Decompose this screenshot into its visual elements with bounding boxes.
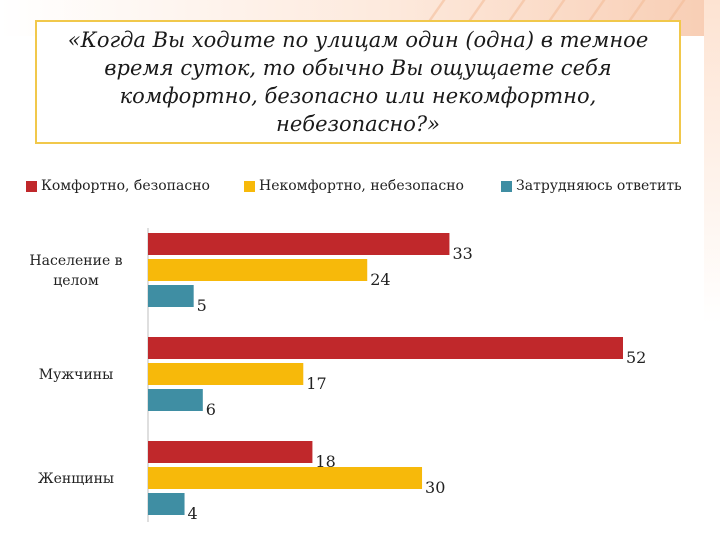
category-label: Женщины <box>38 471 114 487</box>
bar-0-2 <box>148 441 313 463</box>
bar-2-0 <box>148 285 194 307</box>
bar-1-0 <box>148 259 368 281</box>
data-label: 30 <box>425 478 445 497</box>
legend-swatch <box>501 180 512 192</box>
bar-1-2 <box>148 467 423 489</box>
data-label: 24 <box>370 270 390 289</box>
chart-legend: Комфортно, безопасно Некомфортно, небезо… <box>26 178 716 198</box>
bar-2-2 <box>148 493 185 515</box>
legend-label: Комфортно, безопасно <box>41 178 210 194</box>
data-label: 6 <box>206 400 216 419</box>
legend-swatch <box>26 180 37 192</box>
bar-0-0 <box>148 233 450 255</box>
legend-swatch <box>244 180 255 192</box>
data-label: 4 <box>188 504 198 523</box>
chart-title-box: «Когда Вы ходите по улицам один (одна) в… <box>35 20 681 144</box>
category-label: Население в целом <box>29 253 122 289</box>
legend-label: Затрудняюсь ответить <box>516 178 682 194</box>
side-decoration <box>704 0 720 540</box>
bar-2-1 <box>148 389 203 411</box>
data-label: 52 <box>626 348 646 367</box>
bar-0-1 <box>148 337 623 359</box>
legend-item-comfortable: Комфортно, безопасно <box>26 178 210 194</box>
data-label: 5 <box>197 296 207 315</box>
data-label: 33 <box>452 244 472 263</box>
bar-1-1 <box>148 363 304 385</box>
chart-title: «Когда Вы ходите по улицам один (одна) в… <box>67 28 649 136</box>
data-label: 18 <box>315 452 335 471</box>
legend-item-hard-to-say: Затрудняюсь ответить <box>501 178 682 194</box>
legend-label: Некомфортно, небезопасно <box>259 178 464 194</box>
legend-item-uncomfortable: Некомфортно, небезопасно <box>244 178 464 194</box>
category-label: Мужчины <box>39 367 114 383</box>
data-label: 17 <box>306 374 326 393</box>
